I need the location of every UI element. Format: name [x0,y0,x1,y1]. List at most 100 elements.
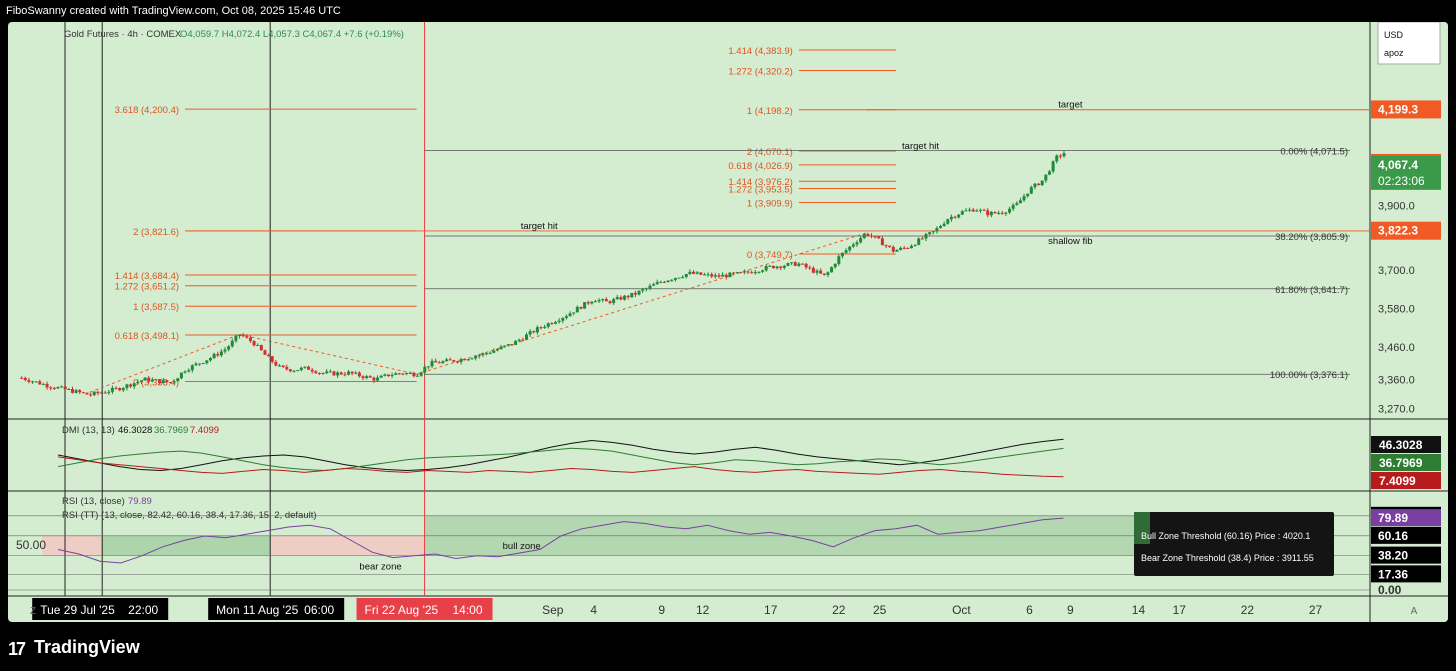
auto-scale-button[interactable]: A [1411,606,1418,617]
candle-body [277,365,281,367]
candle-body [837,256,841,264]
dmi-value-box [1371,454,1441,471]
x-tick-label: 14 [1132,603,1146,617]
candle-body [339,372,343,375]
candle-body [296,370,300,372]
candle-body [361,376,365,379]
candle-body [1015,203,1019,206]
dmi-value: 46.3028 [118,425,152,436]
candle-body [477,355,481,357]
candle-body [859,237,863,243]
header-text: FiboSwanny created with TradingView.com,… [6,5,341,17]
candle-body [815,270,819,273]
candle-body [303,366,307,368]
candle-body [888,245,892,248]
candle-body [702,274,706,276]
candle-body [434,360,438,363]
candle-body [147,377,151,382]
candle-body [906,247,910,249]
trend-line [416,232,867,375]
candle-body [285,366,289,370]
candle-body [997,212,1001,214]
candle-body [463,359,467,361]
candle-body [248,337,252,342]
tooltip-line: Bear Zone Threshold (38.4) Price : 3911.… [1141,553,1314,563]
candle-body [267,354,271,357]
x-tick-label: 17 [764,603,778,617]
price-label-box [1371,100,1441,119]
candle-body [554,322,558,324]
candle-body [833,263,837,268]
candle-body [488,352,492,354]
candle-body [129,384,133,387]
candle-body [38,381,42,385]
candle-body [801,263,804,265]
candle-body [437,362,441,364]
candle-body [637,290,641,295]
candle-body [775,266,779,269]
candle-body [136,381,140,384]
candle-body [495,349,499,351]
candle-body [1026,193,1030,197]
candle-body [452,360,456,362]
candle-body [909,245,913,249]
candle-body [110,387,114,392]
candle-body [205,360,209,364]
candle-body [822,273,826,275]
y-tick-label: 3,460.0 [1378,342,1415,354]
bear-zone-band [42,535,103,556]
candle-body [608,301,612,304]
candle-body [535,327,539,333]
candle-body [405,372,409,374]
candle-body [666,280,670,283]
rsi-level-box [1371,565,1441,583]
candle-body [216,353,220,356]
fib-level-label: 0 (3,353.4) [133,378,179,389]
candle-body [797,263,801,266]
fib-level-label: 1 (3,587.5) [133,302,179,313]
candle-body [263,350,267,355]
candle-body [256,345,260,347]
candle-body [750,272,754,274]
currency-box[interactable] [1377,22,1441,65]
candle-body [481,353,485,356]
candle-body [118,388,122,391]
bull-zone-label: bull zone [503,541,541,552]
rsi-level-tag: 17.36 [1378,567,1408,581]
rsi-level-tag: 0.00 [1378,583,1402,597]
candle-body [132,383,136,387]
candle-body [96,391,100,394]
annotation-label: target hit [521,221,558,232]
candle-body [866,233,870,236]
fib-level-label: 1.272 (4,320.2) [728,67,792,78]
candle-body [423,366,427,373]
candle-body [328,371,332,373]
y-tick-label: 3,580.0 [1378,304,1415,316]
candle-body [1051,161,1055,172]
candle-body [710,274,714,277]
brand-name: TradingView [34,637,140,657]
rsi-level-tag: 38.20 [1378,549,1408,563]
candle-body [964,210,968,212]
candle-body [347,371,350,375]
chart-frame[interactable]: 3.618 (4,200.4) 2 (3,821.6) 1.414 (3,684.4… [8,22,1448,622]
candle-body [949,216,953,220]
candle-body [626,295,630,298]
candle-body [78,390,82,393]
candle-body [92,391,96,396]
dmi-value: 7.4099 [190,425,219,436]
candle-body [52,387,56,389]
candle-body [724,274,728,278]
candle-body [198,363,202,365]
chart-canvas[interactable]: 3.618 (4,200.4) 2 (3,821.6) 1.414 (3,684.4… [8,22,1448,622]
candle-body [376,377,380,381]
candle-body [652,284,656,286]
candle-body [1011,205,1015,209]
candle-body [1040,180,1044,186]
candle-body [946,219,950,224]
zoom-left-button[interactable]: Z [30,606,36,617]
dmi-legend: DMI (13, 13) [62,425,115,436]
fib-level-label: 2 (4,070.1) [747,147,793,158]
candle-body [564,316,568,318]
candle-body [630,292,634,298]
